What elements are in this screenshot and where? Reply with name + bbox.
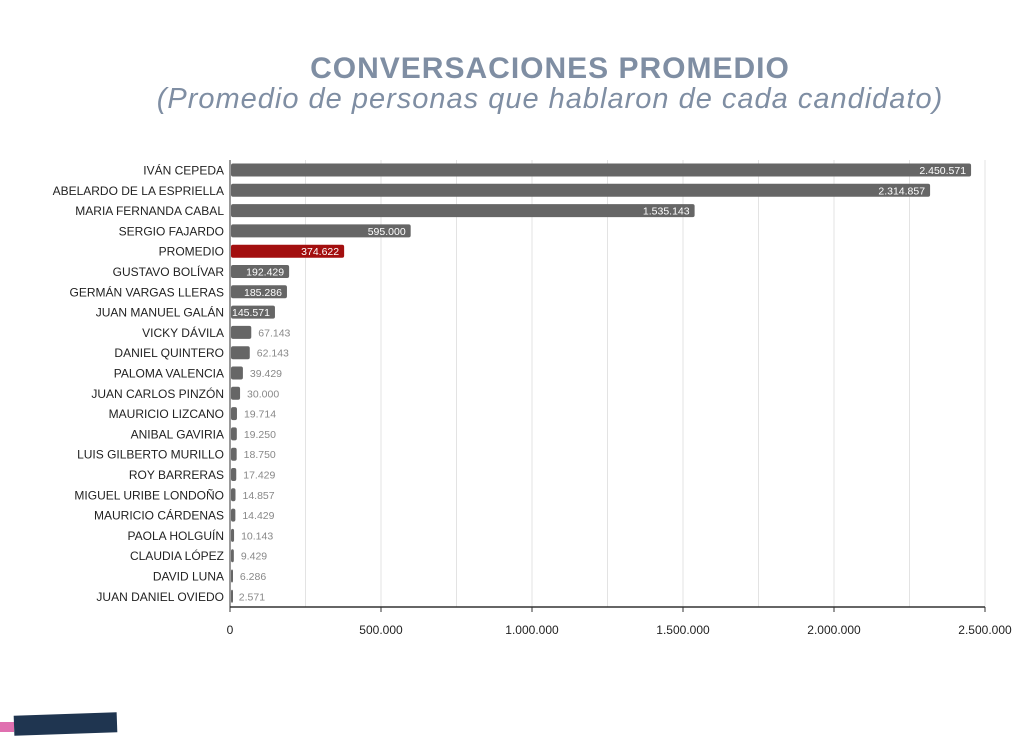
data-label: 145.571: [232, 307, 270, 319]
category-label: MARIA FERNANDA CABAL: [75, 204, 224, 218]
data-label: 374.622: [301, 246, 339, 258]
category-label: VICKY DÁVILA: [142, 325, 224, 340]
data-label: 30.000: [247, 388, 279, 400]
data-label: 67.143: [258, 327, 290, 339]
data-label: 14.857: [242, 490, 274, 502]
x-tick-label: 500.000: [359, 623, 403, 637]
x-tick-label: 2.500.000: [958, 623, 1012, 637]
bar: [231, 244, 345, 258]
category-label: JUAN MANUEL GALÁN: [96, 305, 224, 320]
category-label: MAURICIO LIZCANO: [109, 407, 224, 421]
data-label: 2.314.857: [878, 185, 925, 197]
data-label: 192.429: [246, 267, 284, 279]
x-tick-label: 1.000.000: [505, 623, 559, 637]
category-label: JUAN DANIEL OVIEDO: [96, 590, 224, 604]
logo-accent: [0, 722, 14, 732]
bar: [231, 549, 234, 563]
data-label: 39.429: [250, 368, 282, 380]
category-label: PROMEDIO: [159, 245, 224, 259]
category-label: ANIBAL GAVIRIA: [131, 427, 224, 441]
category-label: LUIS GILBERTO MURILLO: [77, 448, 224, 462]
category-label: PALOMA VALENCIA: [114, 367, 224, 381]
category-label: SERGIO FAJARDO: [119, 224, 224, 238]
bar: [231, 346, 250, 360]
x-tick-label: 0: [227, 623, 234, 637]
bar: [231, 508, 236, 522]
bar: [231, 589, 233, 603]
data-label: 2.571: [239, 591, 265, 603]
category-label: CLAUDIA LÓPEZ: [130, 548, 224, 563]
category-label: JUAN CARLOS PINZÓN: [91, 386, 224, 401]
bar: [231, 183, 931, 197]
category-label: ABELARDO DE LA ESPRIELLA: [53, 184, 224, 198]
data-label: 10.143: [241, 530, 273, 542]
data-label: 1.535.143: [643, 206, 690, 218]
bar: [231, 204, 695, 218]
data-label: 14.429: [242, 510, 274, 522]
category-label: DAVID LUNA: [153, 570, 224, 584]
logo: [13, 712, 118, 736]
chart-subtitle: (Promedio de personas que hablaron de ca…: [156, 83, 944, 115]
category-label: IVÁN CEPEDA: [143, 163, 224, 178]
chart-title: CONVERSACIONES PROMEDIO: [310, 52, 790, 85]
data-label: 2.450.571: [919, 165, 966, 177]
bar: [231, 163, 972, 177]
category-label: MAURICIO CÁRDENAS: [94, 508, 224, 523]
data-label: 9.429: [241, 551, 267, 563]
data-label: 19.250: [244, 429, 276, 441]
data-label: 6.286: [240, 571, 266, 583]
data-label: 19.714: [244, 409, 276, 421]
data-label: 17.429: [243, 470, 275, 482]
bar: [231, 366, 243, 380]
bar: [231, 285, 287, 299]
x-tick-label: 1.500.000: [656, 623, 710, 637]
data-label: 18.750: [244, 449, 276, 461]
category-label: ROY BARRERAS: [129, 468, 224, 482]
bar: [231, 265, 290, 278]
x-tick-label: 2.000.000: [807, 623, 861, 637]
bar: [231, 427, 237, 441]
bar: [231, 468, 237, 481]
bar: [231, 528, 235, 542]
category-label: MIGUEL URIBE LONDOÑO: [74, 488, 224, 502]
bar: [231, 325, 252, 339]
data-label: 185.286: [244, 287, 282, 299]
category-label: PAOLA HOLGUÍN: [128, 528, 224, 543]
bar: [231, 305, 275, 319]
bar: [231, 569, 233, 583]
category-label: GUSTAVO BOLÍVAR: [113, 264, 225, 279]
bar: [231, 447, 237, 461]
category-label: DANIEL QUINTERO: [114, 346, 224, 360]
category-label: GERMÁN VARGAS LLERAS: [70, 284, 225, 299]
data-label: 62.143: [257, 348, 289, 360]
data-label: 595.000: [368, 226, 406, 238]
bar: [231, 386, 241, 400]
bar: [231, 488, 236, 502]
bar: [231, 407, 237, 421]
bar: [231, 224, 411, 238]
